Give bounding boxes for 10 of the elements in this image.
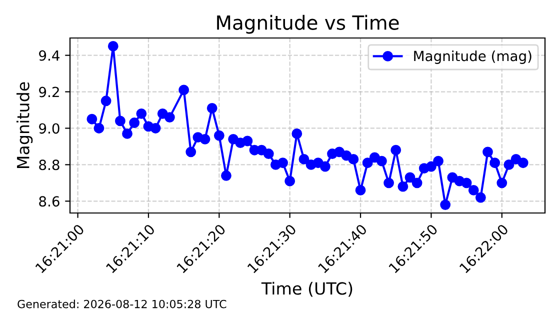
y-axis-title: Magnitude xyxy=(16,82,33,168)
x-axis-title: Time (UTC) xyxy=(261,282,352,297)
chart-title: Magnitude vs Time xyxy=(217,14,399,34)
y-tick-label: 9.4 xyxy=(39,50,60,61)
legend-label: Magnitude (mag) xyxy=(414,50,532,64)
y-tick-label: 8.6 xyxy=(39,196,60,207)
y-tick-label: 9.0 xyxy=(39,123,60,134)
text: Generated: 2026-08-12 10:05:28 UTC xyxy=(18,300,226,308)
y-tick-label: 9.2 xyxy=(39,86,59,98)
y-tick-label: 8.8 xyxy=(39,160,60,170)
